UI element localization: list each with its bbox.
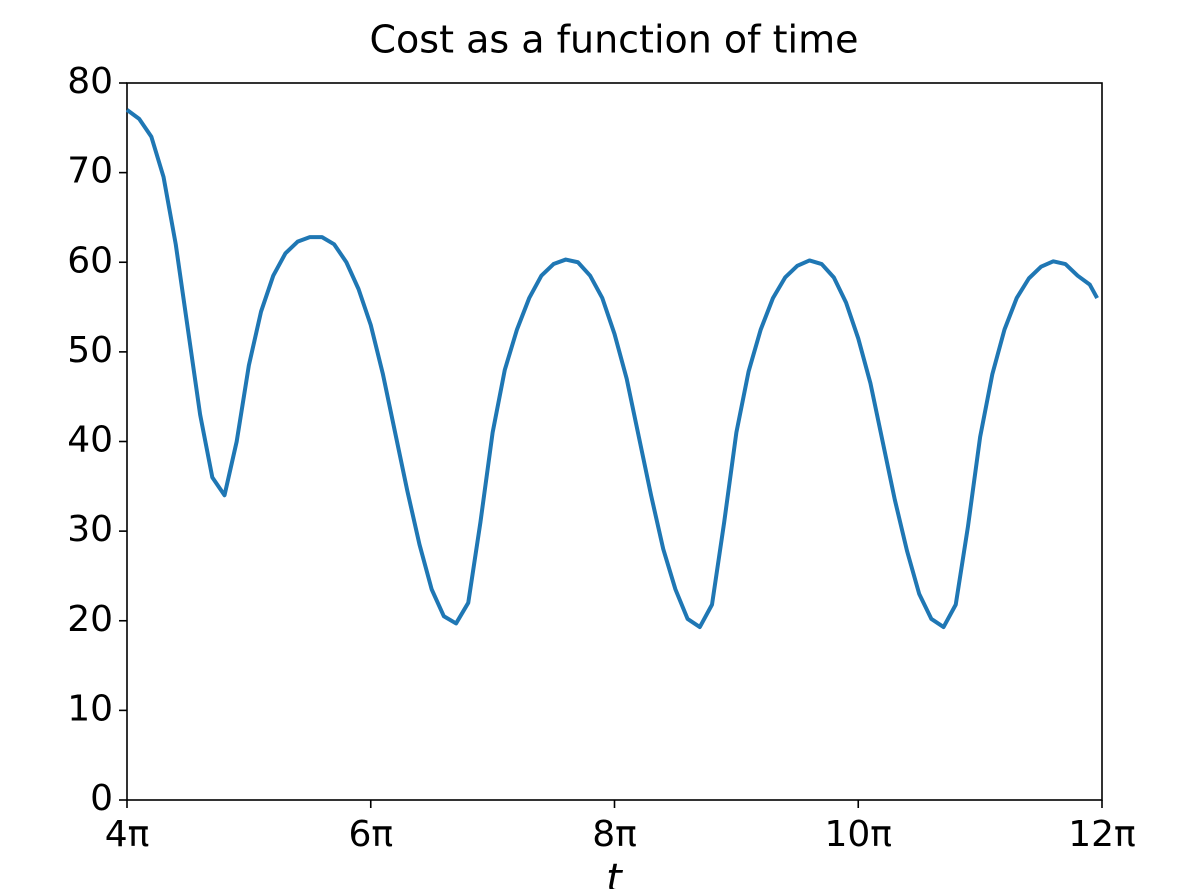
- chart-title: Cost as a function of time: [370, 18, 859, 62]
- y-tick-label: 50: [67, 330, 113, 371]
- y-tick-label: 60: [67, 240, 113, 281]
- y-tick-label: 80: [67, 61, 113, 102]
- x-tick-label: 8π: [592, 814, 637, 855]
- y-tick-label: 0: [90, 778, 113, 819]
- line-series: [125, 108, 1099, 630]
- y-tick-label: 30: [67, 509, 113, 550]
- plot-frame: [126, 82, 1103, 801]
- x-tick-label: 6π: [348, 814, 393, 855]
- x-tick-label: 12π: [1068, 814, 1135, 855]
- x-tick-label: 10π: [825, 814, 892, 855]
- x-tick-label: 4π: [105, 814, 150, 855]
- x-axis-label: t: [606, 856, 623, 889]
- y-tick-label: 70: [67, 151, 113, 192]
- y-tick-label: 20: [67, 599, 113, 640]
- y-tick-label: 10: [67, 688, 113, 729]
- y-tick-label: 40: [67, 420, 113, 461]
